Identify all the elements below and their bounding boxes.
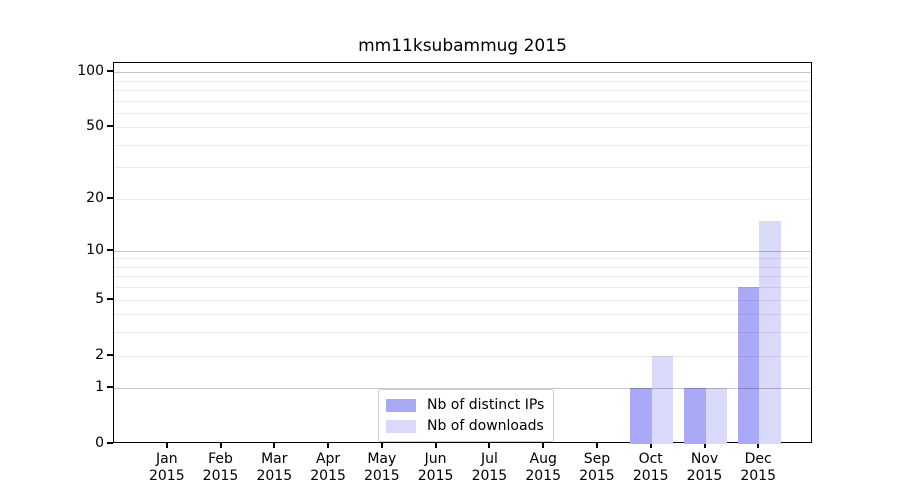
- gridline-minor: [114, 144, 811, 146]
- bar-distinct-ips: [630, 388, 652, 444]
- y-tick-label: 0: [95, 435, 104, 451]
- y-tick-mark: [107, 125, 113, 128]
- x-tick-mark: [542, 443, 545, 448]
- gridline-minor: [114, 198, 811, 200]
- y-tick-label: 50: [86, 118, 104, 135]
- y-tick-label: 2: [95, 346, 104, 363]
- x-tick-label: May 2015: [350, 451, 414, 485]
- x-tick-label: Mar 2015: [242, 451, 306, 485]
- x-tick-mark: [327, 443, 330, 448]
- bar-distinct-ips: [684, 388, 706, 444]
- legend-label-downloads: Nb of downloads: [427, 418, 544, 434]
- y-tick-mark: [107, 196, 113, 199]
- x-tick-mark: [649, 443, 652, 448]
- x-tick-label: Nov 2015: [673, 451, 737, 485]
- x-tick-label: Jan 2015: [135, 451, 199, 485]
- y-tick-mark: [107, 297, 113, 300]
- gridline-minor: [114, 80, 811, 82]
- y-tick-label: 10: [86, 241, 104, 258]
- gridline-minor: [114, 276, 811, 278]
- x-tick-label: Oct 2015: [619, 451, 683, 485]
- x-tick-mark: [165, 443, 168, 448]
- bar-downloads: [705, 388, 727, 444]
- y-tick-mark: [107, 248, 113, 251]
- x-tick-year: 2015: [417, 468, 454, 484]
- x-tick-mark: [273, 443, 276, 448]
- gridline-major: [114, 388, 811, 390]
- gridline-minor: [114, 314, 811, 316]
- gridline-minor: [114, 112, 811, 114]
- gridline-major: [114, 250, 811, 252]
- x-tick-year: 2015: [686, 468, 723, 484]
- x-tick-year: 2015: [148, 468, 185, 484]
- gridline-minor: [114, 299, 811, 301]
- x-tick-label: Feb 2015: [189, 451, 253, 485]
- gridline-minor: [114, 332, 811, 334]
- x-tick-year: 2015: [363, 468, 400, 484]
- x-tick-label: Apr 2015: [296, 451, 360, 485]
- y-tick-mark: [107, 442, 113, 444]
- gridline-major: [114, 72, 811, 73]
- y-tick-mark: [107, 70, 113, 72]
- legend-item-downloads: Nb of downloads: [386, 417, 544, 435]
- y-tick-mark: [107, 353, 113, 356]
- gridline-minor: [114, 287, 811, 289]
- y-tick-label: 1: [95, 379, 104, 396]
- legend-swatch-downloads-icon: [386, 419, 416, 433]
- x-tick-year: 2015: [256, 468, 293, 484]
- x-tick-year: 2015: [471, 468, 508, 484]
- gridline-minor: [114, 258, 811, 260]
- chart-title: mm11ksubammug 2015: [358, 36, 567, 56]
- bar-downloads: [651, 355, 674, 444]
- x-tick-label: Dec 2015: [726, 451, 790, 485]
- gridline-minor: [114, 355, 811, 357]
- legend-swatch-distinct-ips-icon: [386, 398, 416, 412]
- y-tick-mark: [107, 386, 113, 389]
- y-tick-label: 5: [95, 290, 104, 307]
- plot-area: Nb of distinct IPs Nb of downloads: [113, 62, 812, 444]
- x-tick-mark: [488, 443, 491, 448]
- x-tick-year: 2015: [579, 468, 615, 484]
- gridline-minor: [114, 266, 811, 268]
- legend-item-distinct-ips: Nb of distinct IPs: [386, 396, 544, 414]
- legend: Nb of distinct IPs Nb of downloads: [378, 389, 555, 442]
- gridline-minor: [114, 127, 811, 129]
- x-tick-mark: [595, 443, 598, 448]
- y-tick-label: 20: [86, 189, 104, 206]
- legend-label-distinct-ips: Nb of distinct IPs: [427, 397, 545, 413]
- x-tick-year: 2015: [310, 468, 346, 484]
- bar-distinct-ips: [737, 287, 760, 444]
- gridline-minor: [114, 167, 811, 169]
- x-tick-year: 2015: [632, 468, 669, 484]
- bar-downloads: [759, 220, 781, 444]
- x-tick-label: Sep 2015: [565, 451, 629, 485]
- x-tick-mark: [703, 443, 706, 448]
- x-tick-label: Jun 2015: [404, 451, 468, 485]
- y-tick-label: 100: [77, 63, 104, 79]
- x-tick-year: 2015: [202, 468, 239, 484]
- gridline-minor: [114, 100, 811, 102]
- x-tick-label: Jul 2015: [457, 451, 521, 485]
- x-tick-year: 2015: [740, 468, 776, 484]
- x-tick-mark: [219, 443, 222, 448]
- x-tick-mark: [380, 443, 383, 448]
- gridline-minor: [114, 89, 811, 91]
- x-tick-mark: [434, 443, 437, 448]
- x-tick-year: 2015: [525, 468, 561, 484]
- x-tick-label: Aug 2015: [511, 451, 575, 485]
- x-tick-mark: [757, 443, 760, 448]
